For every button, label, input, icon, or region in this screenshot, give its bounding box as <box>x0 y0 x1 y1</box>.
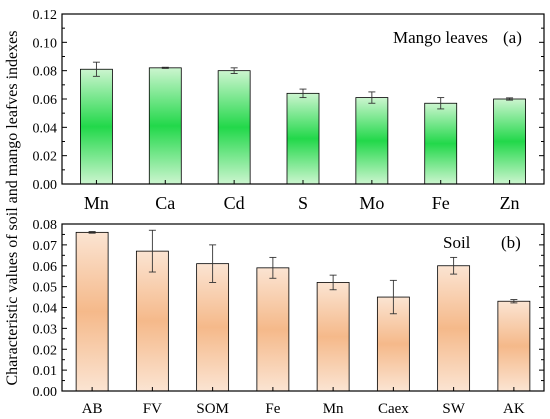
y-tick-label-b: 0.08 <box>33 218 58 233</box>
bar-a-ca <box>148 67 182 185</box>
x-tick-label-b: FV <box>143 401 162 417</box>
y-tick-label-b: 0.03 <box>33 322 58 337</box>
y-tick-label-a: 0.02 <box>33 150 58 165</box>
x-tick-label-b: Fe <box>265 401 280 417</box>
panel-label-b: (b) <box>501 233 521 252</box>
x-tick-label-b: Caex <box>378 401 409 417</box>
bar-a-fe <box>424 102 458 185</box>
y-tick-label-a: 0.08 <box>33 65 58 80</box>
y-tick-label-a: 0.04 <box>33 121 58 136</box>
panel-label-a: (a) <box>503 28 522 47</box>
legend-text-b: Soil <box>443 233 471 252</box>
bar-b-ab <box>75 231 109 392</box>
bar-a-mo <box>355 97 389 185</box>
x-tick-label-b: SOM <box>196 401 229 417</box>
y-tick-label-a: 0.10 <box>33 36 58 51</box>
y-tick-label-b: 0.00 <box>33 385 58 400</box>
chart-panel-a: Mn Ca Cd S Mo Fe Zn 0.00 0.02 0.04 0.06 0.08 0.10 0.1… <box>33 8 545 213</box>
bar-a-zn <box>493 98 526 185</box>
y-tick-label-b: 0.05 <box>33 281 58 296</box>
x-tick-label-b: AB <box>82 401 103 417</box>
x-tick-label-a: Cd <box>224 193 245 213</box>
bar-a-mn <box>80 68 113 185</box>
y-tick-label-a: 0.06 <box>33 93 58 108</box>
bar-b-fv <box>135 250 169 392</box>
x-tick-label-b: AK <box>503 401 525 417</box>
x-tick-label-b: Mn <box>323 401 344 417</box>
x-tick-label-a: S <box>298 193 308 213</box>
y-axis-label: Characteristic values of soil and mango … <box>4 31 21 386</box>
plot-frame-b <box>61 223 545 392</box>
y-tick-label-b: 0.01 <box>33 364 58 379</box>
bar-a-cd <box>217 70 251 185</box>
y-tick-label-b: 0.07 <box>33 239 58 254</box>
x-tick-label-a: Mo <box>359 193 384 213</box>
bar-b-som <box>196 263 230 392</box>
x-tick-label-a: Zn <box>500 193 520 213</box>
x-tick-label-a: Mn <box>84 193 109 213</box>
x-tick-label-a: Ca <box>155 193 175 213</box>
y-tick-label-b: 0.04 <box>33 302 58 317</box>
y-tick-label-a: 0.12 <box>33 8 58 23</box>
legend-text-a: Mango leaves <box>393 28 488 47</box>
bar-b-fe <box>256 267 290 392</box>
x-tick-label-a: Fe <box>432 193 450 213</box>
plot-frame-a <box>61 13 545 185</box>
chart-panel-b: AB FV SOM Fe Mn Caex SW AK 0.00 0.01 0.02 0.03 0.04 0… <box>33 218 545 417</box>
bar-a-s <box>286 92 320 185</box>
y-tick-label-b: 0.06 <box>33 260 58 275</box>
bar-b-ak <box>497 300 531 392</box>
y-tick-label-b: 0.02 <box>33 343 58 358</box>
bar-b-mn <box>316 282 350 392</box>
y-tick-label-a: 0.00 <box>33 178 58 193</box>
bar-b-sw <box>437 265 471 392</box>
x-tick-label-b: SW <box>442 401 465 417</box>
